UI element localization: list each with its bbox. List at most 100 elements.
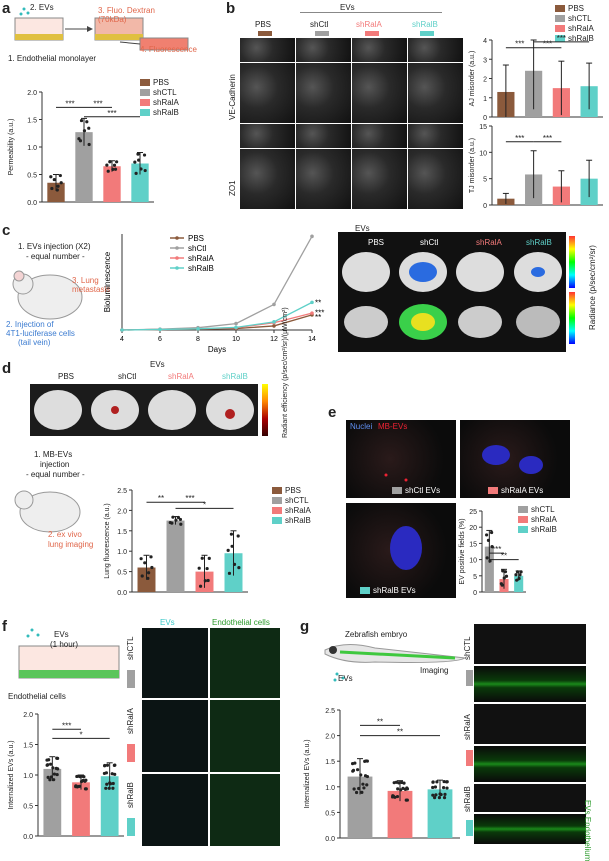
- b-col-shrala: shRalA: [356, 20, 382, 29]
- g-swatch-shralb: [466, 820, 473, 836]
- f-img-cells-shctl: [210, 628, 280, 698]
- panel-a-label: a: [2, 0, 11, 17]
- legend-swatch: [518, 516, 528, 524]
- data-point: [112, 163, 117, 167]
- data-point: [397, 781, 401, 785]
- bar: [484, 546, 494, 592]
- c-radiance-colorbar2: [569, 292, 575, 344]
- y-tick-label: 0.5: [23, 804, 33, 811]
- data-point: [104, 771, 108, 775]
- data-point: [362, 786, 366, 790]
- f-img-cells-shrala: [210, 700, 280, 772]
- d-step1c: - equal number -: [26, 470, 85, 479]
- significance-label: **: [315, 298, 321, 307]
- data-point: [171, 515, 175, 519]
- g-img-shrala-endo: [474, 746, 586, 782]
- data-point: [104, 786, 108, 790]
- data-point: [178, 517, 183, 522]
- data-point: [45, 763, 49, 767]
- y-tick-label: 2.5: [325, 708, 335, 715]
- y-tick-label: 25: [469, 509, 477, 516]
- y-tick-label: 1.0: [325, 785, 335, 792]
- data-point: [106, 169, 110, 173]
- data-point: [55, 772, 59, 777]
- y-tick-label: 10: [469, 558, 477, 565]
- y-axis-label: Internalized EVs (a.u.): [8, 740, 15, 809]
- data-point: [485, 556, 489, 560]
- f-swatch-shralb: [127, 818, 135, 836]
- legend-marker: [175, 256, 179, 260]
- data-point: [120, 328, 124, 332]
- data-point: [56, 756, 60, 760]
- data-point: [438, 792, 442, 796]
- panel-a-schematic: [14, 7, 189, 51]
- data-point: [110, 772, 114, 776]
- data-point: [442, 779, 446, 784]
- data-point: [200, 556, 204, 560]
- legend-marker: [175, 236, 179, 240]
- f-well-schematic: [18, 628, 120, 679]
- y-tick-label: 4: [483, 38, 487, 45]
- y-tick-label: 20: [469, 525, 477, 532]
- legend-b-shralb: shRalB: [555, 34, 594, 43]
- legend-swatch: [272, 517, 282, 525]
- b-img-vecad-shrala: [352, 63, 407, 123]
- d-col-shrala: shRalA: [168, 372, 194, 381]
- legend-label: shRalA: [188, 254, 214, 263]
- data-point: [74, 785, 78, 789]
- data-point: [82, 129, 87, 133]
- significance-label: **: [377, 717, 383, 726]
- significance-label: ***: [515, 134, 524, 143]
- g-swatch-shrala: [466, 750, 473, 766]
- c-img-shctl: shCtl: [420, 238, 439, 247]
- data-point: [158, 327, 162, 332]
- data-point: [501, 569, 505, 573]
- data-point: [518, 573, 522, 577]
- y-axis-label: AJ misorder (a.u.): [469, 51, 476, 107]
- legend-label: shRalA: [568, 24, 594, 33]
- c-step3b: metastasis: [72, 285, 111, 294]
- y-tick-label: 3: [483, 57, 487, 64]
- legend-label: shRalB: [285, 516, 311, 525]
- significance-label: ***: [315, 309, 324, 318]
- data-point: [56, 184, 60, 188]
- d-col-shralb: shRalB: [222, 372, 248, 381]
- f-cells-label: Endothelial cells: [8, 692, 66, 701]
- f-evs-label: EVs: [54, 630, 69, 639]
- y-tick-label: 2.0: [325, 734, 335, 741]
- data-point: [232, 562, 237, 566]
- legend-label: shCTL: [153, 88, 177, 97]
- data-point: [363, 774, 368, 778]
- y-tick-label: 15: [469, 541, 477, 548]
- y-axis-label: EV positive fields (%): [459, 518, 466, 584]
- data-point: [108, 781, 112, 785]
- d-step2: 2. ex vivo: [48, 530, 82, 539]
- c-img-shralb: shRalB: [526, 238, 552, 247]
- data-point: [111, 781, 115, 786]
- c-step2c: (tail vein): [18, 338, 51, 347]
- legend-label: PBS: [188, 234, 204, 243]
- data-point: [78, 139, 83, 143]
- data-point: [355, 768, 360, 772]
- significance-label: ***: [62, 721, 71, 730]
- f-swatch-shctl: [127, 670, 135, 688]
- data-point: [59, 181, 63, 185]
- d-radiant-label: Radiant efficiency (p/sec/cm²/sr)/(µW/cm…: [282, 307, 289, 438]
- y-tick-label: 5: [483, 177, 487, 184]
- f-col2: Endothelial cells: [212, 618, 270, 627]
- e-img-shrala: [460, 420, 570, 498]
- legend-swatch: [555, 25, 565, 33]
- data-point: [143, 561, 147, 565]
- b-img-zo1-shctl-zoom: [296, 124, 351, 148]
- c-step1: 1. EVs injection (X2): [18, 242, 91, 251]
- data-point: [503, 570, 508, 574]
- data-point: [150, 565, 154, 570]
- d-evs-label: EVs: [150, 360, 165, 369]
- data-point: [139, 557, 143, 561]
- data-point: [51, 766, 55, 770]
- data-point: [142, 153, 147, 157]
- legend-d-shralb: shRalB: [272, 516, 311, 525]
- b-img-zo1-shralb-zoom: [408, 124, 463, 148]
